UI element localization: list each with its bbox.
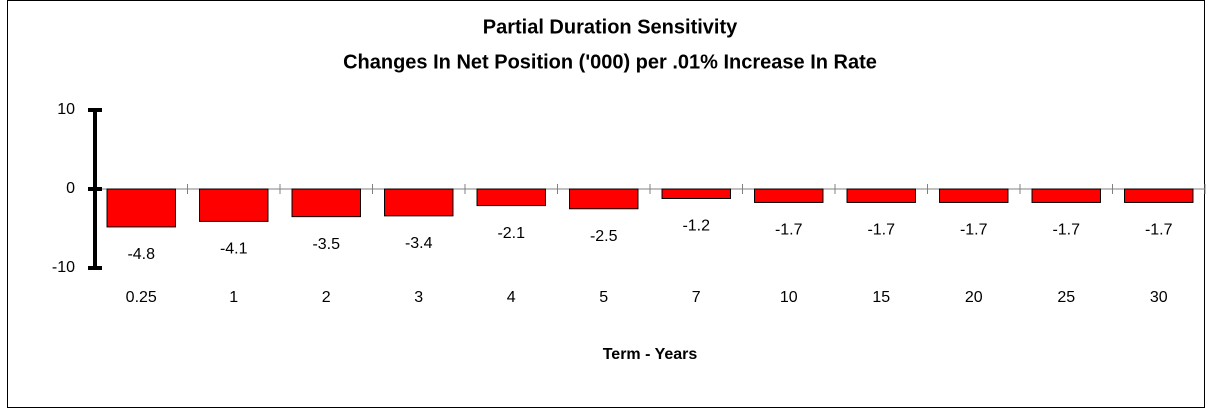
data-label: -1.7 (867, 222, 895, 239)
x-tick-label: 3 (414, 289, 423, 306)
bar (846, 188, 916, 203)
data-label: -4.1 (220, 241, 248, 258)
x-tick-label: 30 (1150, 289, 1168, 306)
x-tick-label: 25 (1057, 289, 1075, 306)
bar (384, 188, 454, 217)
bar (291, 188, 361, 218)
data-label: -3.4 (405, 235, 433, 252)
x-tick-label: 15 (872, 289, 890, 306)
data-label: -1.2 (682, 218, 710, 235)
bar (939, 188, 1009, 203)
y-tick-label: 0 (66, 180, 75, 197)
x-tick-label: 10 (780, 289, 798, 306)
data-label: -4.8 (127, 246, 155, 263)
data-label: -3.5 (312, 236, 340, 253)
bar (569, 188, 639, 210)
bar (106, 188, 176, 228)
x-tick-label: 5 (599, 289, 608, 306)
y-tick-label: 10 (57, 101, 75, 118)
data-label: -1.7 (960, 222, 988, 239)
x-tick-label: 20 (965, 289, 983, 306)
bar (1031, 188, 1101, 203)
x-tick-label: 2 (322, 289, 331, 306)
bar (661, 188, 731, 199)
x-tick-label: 0.25 (126, 289, 157, 306)
data-label: -1.7 (775, 222, 803, 239)
bar (1124, 188, 1194, 203)
x-tick-label: 7 (692, 289, 701, 306)
bar (476, 188, 546, 207)
data-label: -2.5 (590, 228, 618, 245)
x-tick-label: 1 (229, 289, 238, 306)
x-axis-title: Term - Years (603, 346, 698, 363)
data-label: -1.7 (1145, 222, 1173, 239)
chart-subtitle: Changes In Net Position ('000) per .01% … (343, 51, 877, 73)
bar (754, 188, 824, 203)
y-tick-label: -10 (52, 259, 75, 276)
x-tick-label: 4 (507, 289, 516, 306)
data-label: -1.7 (1052, 222, 1080, 239)
bar (199, 188, 269, 222)
data-label: -2.1 (497, 225, 525, 242)
chart-title: Partial Duration Sensitivity (483, 16, 738, 38)
